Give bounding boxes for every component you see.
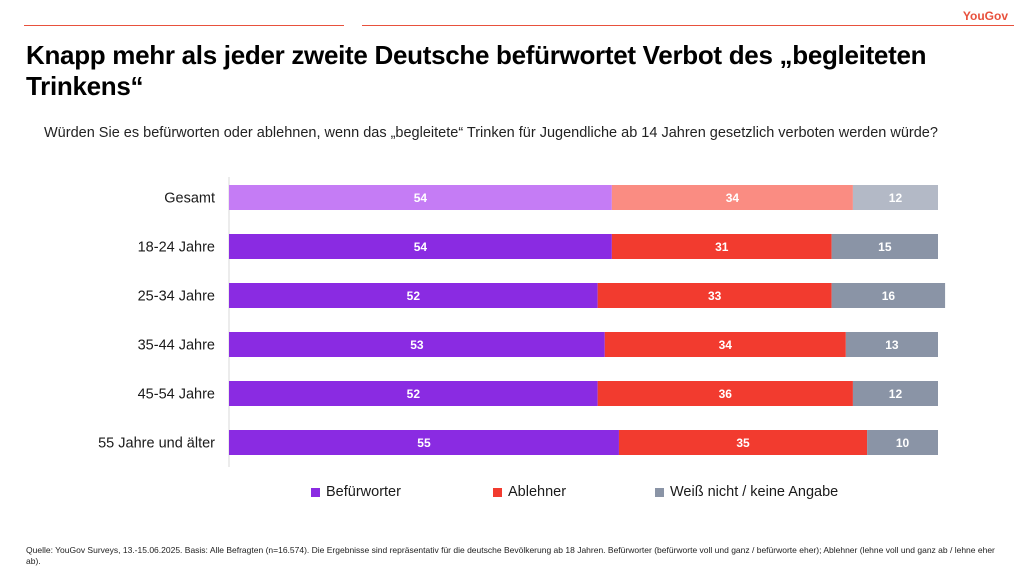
data-label-befuerworter: 53 bbox=[410, 338, 424, 352]
category-label: 25-34 Jahre bbox=[138, 289, 215, 305]
data-label-weiss-nicht: 12 bbox=[889, 191, 903, 205]
data-label-befuerworter: 52 bbox=[407, 387, 421, 401]
data-label-ablehner: 36 bbox=[719, 387, 733, 401]
legend-swatch-befuerworter bbox=[311, 488, 320, 497]
data-label-weiss-nicht: 10 bbox=[896, 436, 910, 450]
category-label: 45-54 Jahre bbox=[138, 387, 215, 403]
data-label-befuerworter: 54 bbox=[414, 191, 428, 205]
data-label-befuerworter: 54 bbox=[414, 240, 428, 254]
category-label: 35-44 Jahre bbox=[138, 338, 215, 354]
category-label: 55 Jahre und älter bbox=[98, 436, 215, 452]
legend-label-weiss-nicht: Weiß nicht / keine Angabe bbox=[670, 484, 838, 500]
category-label: Gesamt bbox=[164, 191, 215, 207]
data-label-befuerworter: 52 bbox=[407, 289, 421, 303]
data-label-befuerworter: 55 bbox=[417, 436, 431, 450]
stacked-bar-chart: Gesamt 54 34 12 18-24 Jahre 54 31 15 25-34 Jahre… bbox=[0, 0, 1024, 480]
data-label-weiss-nicht: 16 bbox=[882, 289, 896, 303]
category-label: 18-24 Jahre bbox=[138, 240, 215, 256]
data-label-weiss-nicht: 13 bbox=[885, 338, 899, 352]
legend-item-befuerworter: Befürworter bbox=[311, 484, 401, 500]
legend-label-befuerworter: Befürworter bbox=[326, 484, 401, 500]
legend-item-ablehner: Ablehner bbox=[493, 484, 566, 500]
source-note: Quelle: YouGov Surveys, 13.-15.06.2025. … bbox=[26, 545, 1006, 566]
legend-swatch-weiss-nicht bbox=[655, 488, 664, 497]
data-label-weiss-nicht: 12 bbox=[889, 387, 903, 401]
legend: Befürworter Ablehner Weiß nicht / keine … bbox=[0, 484, 1024, 504]
legend-swatch-ablehner bbox=[493, 488, 502, 497]
data-label-ablehner: 33 bbox=[708, 289, 722, 303]
legend-label-ablehner: Ablehner bbox=[508, 484, 566, 500]
data-label-ablehner: 31 bbox=[715, 240, 729, 254]
data-label-ablehner: 34 bbox=[726, 191, 740, 205]
data-label-weiss-nicht: 15 bbox=[878, 240, 892, 254]
data-label-ablehner: 35 bbox=[736, 436, 750, 450]
data-label-ablehner: 34 bbox=[719, 338, 733, 352]
legend-item-weiss-nicht: Weiß nicht / keine Angabe bbox=[655, 484, 838, 500]
